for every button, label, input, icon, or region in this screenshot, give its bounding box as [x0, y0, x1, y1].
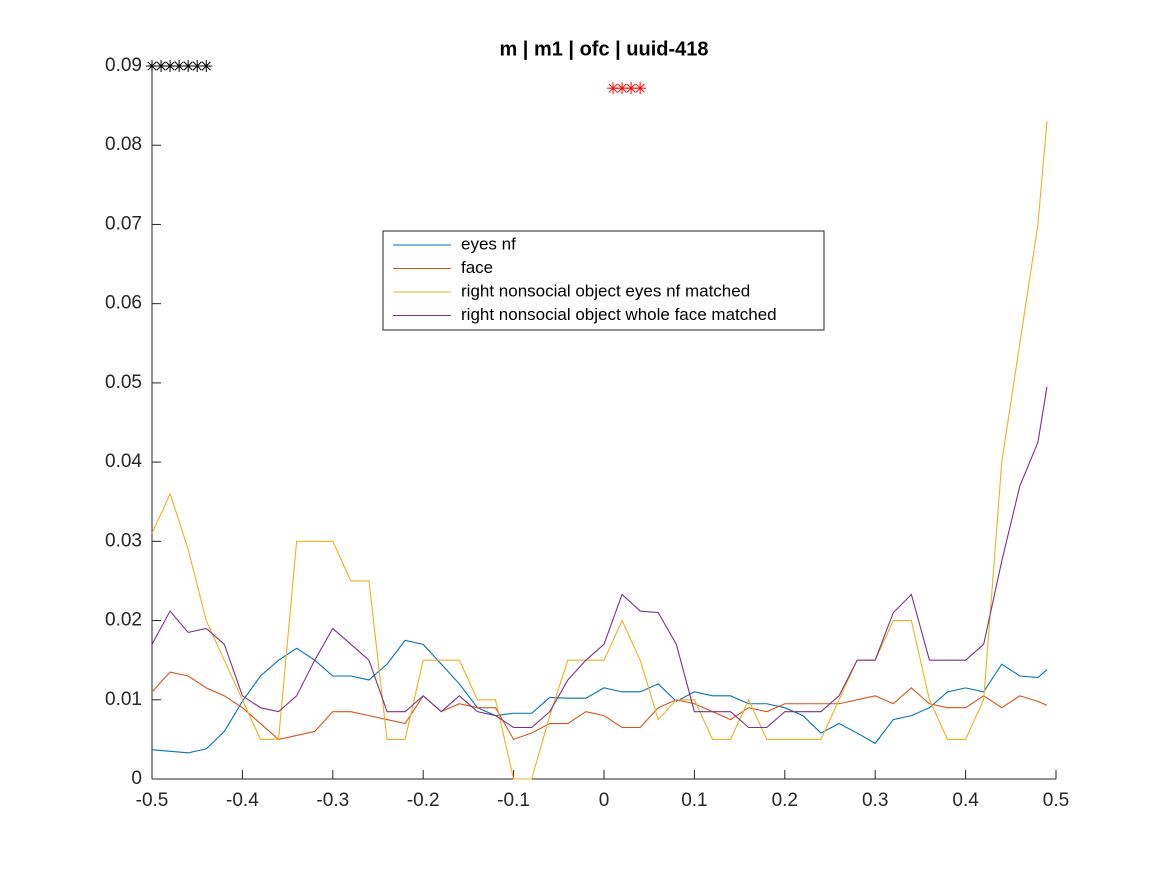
y-tick-label: 0.09: [105, 55, 142, 76]
legend-label: face: [461, 258, 493, 277]
star-stroke: [626, 83, 636, 93]
star-stroke: [608, 83, 618, 93]
chart-title: m | m1 | ofc | uuid-418: [499, 38, 708, 60]
significance-marker: [146, 60, 158, 72]
legend-label: right nonsocial object eyes nf matched: [461, 281, 750, 300]
data-line: [151, 639, 1048, 754]
significance-marker: [164, 60, 177, 72]
legend-box: [382, 230, 825, 331]
x-tick-label: 0.1: [681, 790, 707, 811]
significance-marker: [616, 82, 629, 95]
legend-label: right nonsocial object whole face matche…: [461, 305, 777, 324]
y-tick-label: 0.07: [105, 213, 142, 234]
data-line: [151, 121, 1048, 780]
y-tick-label: 0.01: [105, 689, 142, 710]
star-stroke: [147, 61, 157, 71]
data-line: [151, 386, 1048, 729]
star-stroke: [617, 83, 627, 93]
star-stroke: [192, 61, 202, 71]
x-tick-label: 0: [599, 790, 610, 811]
x-tick-label: -0.3: [316, 790, 349, 811]
x-tick-label: 0.2: [772, 790, 798, 811]
y-tick-label: 0: [131, 768, 142, 789]
y-tick-label: 0.04: [105, 451, 142, 472]
significance-marker: [200, 60, 213, 72]
star-stroke: [156, 61, 166, 71]
x-tick-label: -0.4: [226, 790, 259, 811]
x-tick-label: -0.1: [497, 790, 530, 811]
y-tick-label: 0.08: [105, 134, 142, 155]
x-tick-label: 0.3: [862, 790, 888, 811]
significance-marker: [634, 82, 647, 95]
y-tick-label: 0.05: [105, 372, 142, 393]
star-stroke: [201, 61, 211, 71]
star-stroke: [635, 83, 645, 93]
y-tick-label: 0.02: [105, 610, 142, 631]
x-tick-label: -0.2: [407, 790, 440, 811]
x-tick-label: 0.5: [1043, 790, 1069, 811]
y-tick-label: 0.06: [105, 293, 142, 314]
star-stroke: [165, 61, 175, 71]
x-tick-label: 0.4: [952, 790, 979, 811]
x-tick-label: -0.5: [136, 790, 169, 811]
star-stroke: [174, 61, 184, 71]
data-line: [151, 671, 1048, 741]
star-stroke: [183, 61, 193, 71]
significance-marker: [155, 60, 168, 72]
y-tick-label: 0.03: [105, 530, 142, 551]
legend-label: eyes nf: [461, 234, 516, 253]
